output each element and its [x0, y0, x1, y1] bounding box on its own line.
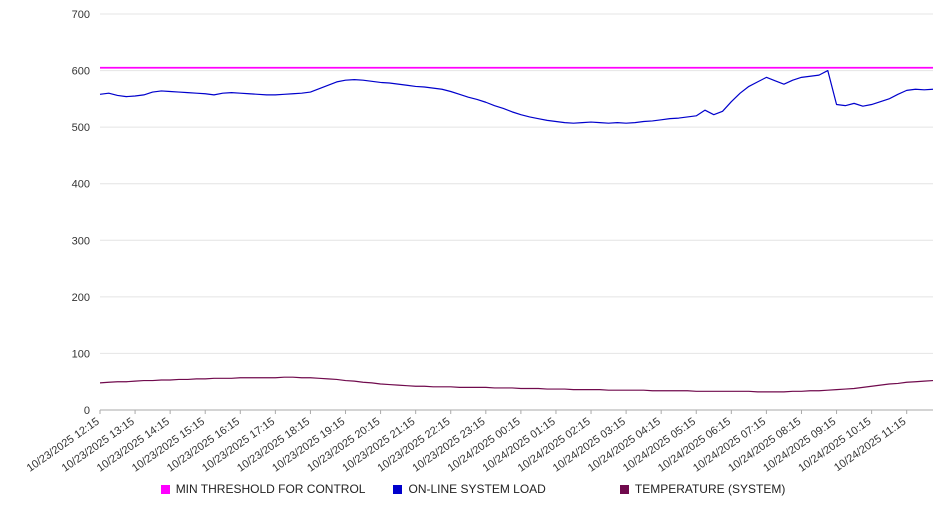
legend-swatch-icon [619, 484, 629, 494]
series-line-2 [99, 376, 934, 393]
legend-label: MIN THRESHOLD FOR CONTROL [175, 482, 366, 496]
line-chart: 0 100 200 300 400 500 600 700 10/23/2025 12:15 10… [25, 9, 934, 475]
y-axis-labels: 0 100 200 300 400 500 600 700 [72, 9, 90, 417]
svg-text:0: 0 [84, 405, 90, 417]
svg-text:300: 300 [72, 235, 90, 247]
svg-text:200: 200 [72, 292, 90, 304]
chart-canvas: 0 100 200 300 400 500 600 700 10/23/2025 12:1510… [25, 9, 934, 475]
gridlines [100, 13, 933, 411]
svg-text:400: 400 [72, 179, 90, 191]
svg-text:600: 600 [72, 66, 90, 78]
legend-item[interactable]: MIN THRESHOLD FOR CONTROL [160, 482, 366, 496]
series-line-1 [99, 69, 934, 124]
legend-label: TEMPERATURE (SYSTEM) [634, 482, 786, 496]
legend-item[interactable]: ON-LINE SYSTEM LOAD [393, 482, 546, 496]
legend: MIN THRESHOLD FOR CONTROL ON-LINE SYSTEM … [0, 482, 946, 496]
svg-text:500: 500 [72, 122, 90, 134]
svg-text:700: 700 [72, 9, 90, 21]
legend-item[interactable]: TEMPERATURE (SYSTEM) [619, 482, 786, 496]
legend-swatch-icon [160, 484, 170, 494]
legend-label: ON-LINE SYSTEM LOAD [408, 482, 546, 496]
svg-text:100: 100 [72, 348, 90, 360]
legend-swatch-icon [393, 484, 403, 494]
